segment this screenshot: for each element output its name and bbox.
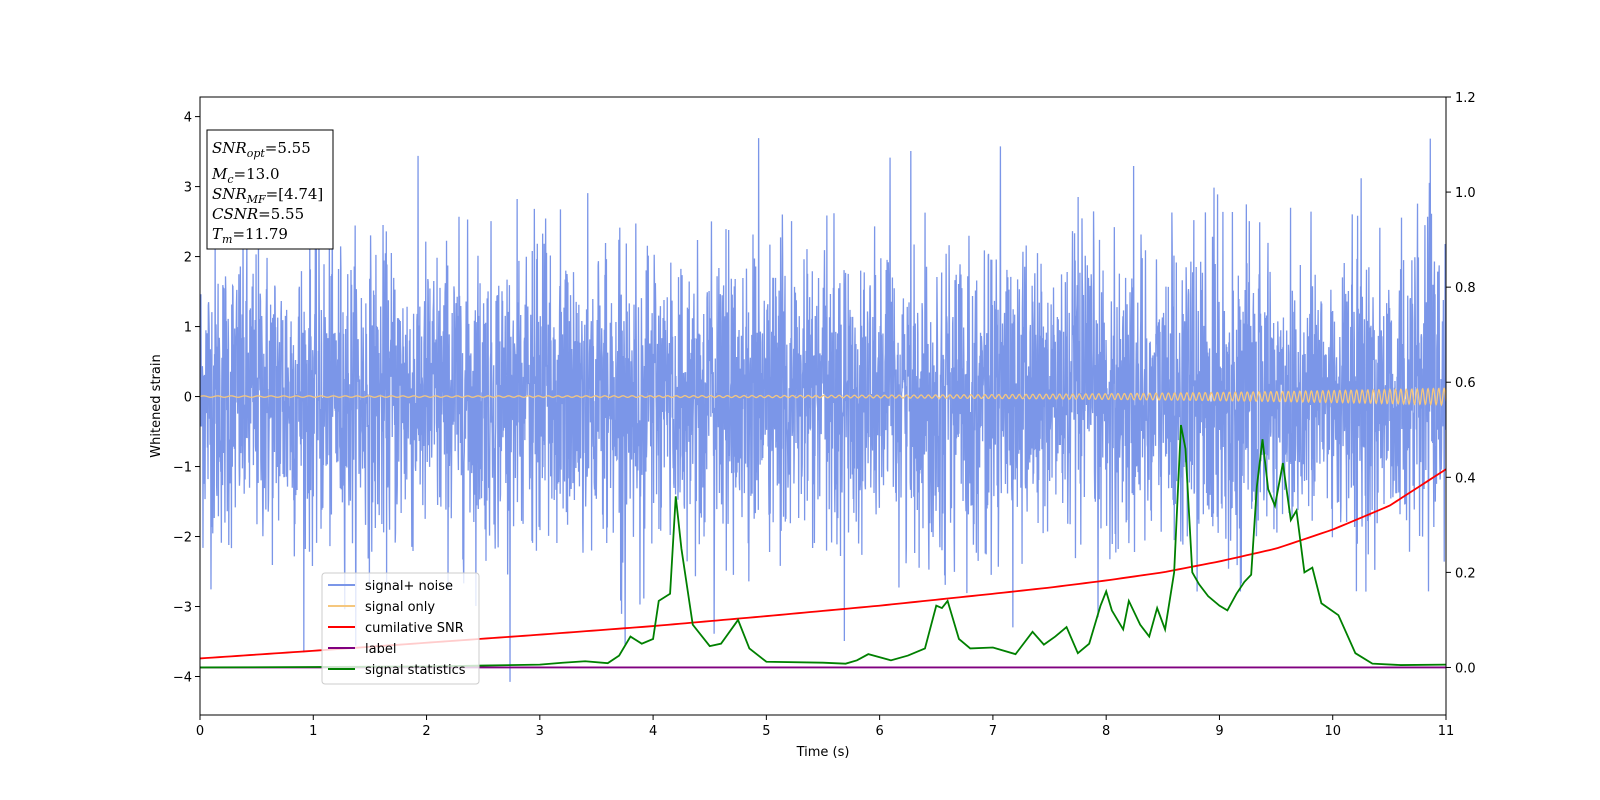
y-tick-label: −1 (173, 461, 192, 476)
series-signal-noise (200, 138, 1446, 682)
legend-label: signal statistics (365, 663, 466, 678)
y2-tick-label: 0.0 (1455, 661, 1476, 676)
y-tick-label: 1 (184, 321, 192, 336)
y-tick-label: −3 (173, 601, 192, 616)
x-tick-label: 7 (989, 724, 997, 739)
y2-tick-label: 0.2 (1455, 566, 1476, 581)
x-tick-label: 6 (875, 724, 883, 739)
legend-label: label (365, 642, 396, 657)
x-axis: 0 1 2 3 4 5 6 7 8 9 10 11 (196, 715, 1454, 739)
y-tick-label: 2 (184, 251, 192, 266)
y2-tick-label: 0.8 (1455, 281, 1476, 296)
x-tick-label: 0 (196, 724, 204, 739)
y-tick-label: 3 (184, 181, 192, 196)
y-axis-left: −4 −3 −2 −1 0 1 2 3 4 (173, 111, 200, 686)
plot-frame (199, 96, 1447, 716)
legend-label: signal+ noise (365, 579, 453, 594)
x-tick-label: 1 (309, 724, 317, 739)
annotation-line: SNRopt=5.55 (212, 139, 311, 160)
annotation-line: Mc=13.0 (211, 165, 280, 186)
legend-label: signal only (365, 600, 435, 615)
x-tick-label: 4 (649, 724, 657, 739)
y2-tick-label: 0.6 (1455, 376, 1476, 391)
y-tick-label: −4 (173, 671, 192, 686)
x-tick-label: 2 (422, 724, 430, 739)
y-axis-right: 0.0 0.2 0.4 0.6 0.8 1.0 1.2 (1446, 91, 1476, 676)
series-signal-statistics (200, 424, 1446, 669)
x-tick-label: 3 (536, 724, 544, 739)
y-tick-label: 4 (184, 111, 192, 126)
annotation-line: SNRMF=[4.74] (212, 185, 323, 206)
y2-tick-label: 1.2 (1455, 91, 1476, 106)
x-tick-label: 11 (1438, 724, 1455, 739)
series-signal-only (200, 387, 1446, 407)
legend: signal+ noise signal only cumilative SNR la… (321, 572, 480, 685)
x-axis-label: Time (s) (796, 745, 850, 760)
x-tick-label: 10 (1324, 724, 1341, 739)
x-tick-label: 9 (1215, 724, 1223, 739)
y-tick-label: −2 (173, 531, 192, 546)
annotation-line: Tm=11.79 (212, 225, 288, 246)
y2-tick-label: 1.0 (1455, 186, 1476, 201)
y2-tick-label: 0.4 (1455, 471, 1476, 486)
legend-label: cumilative SNR (365, 621, 464, 636)
y-axis-label: Whitened strain (149, 354, 164, 457)
y-tick-label: 0 (184, 391, 192, 406)
x-tick-label: 5 (762, 724, 770, 739)
x-tick-label: 8 (1102, 724, 1110, 739)
annotation-line: CSNR=5.55 (212, 205, 304, 223)
